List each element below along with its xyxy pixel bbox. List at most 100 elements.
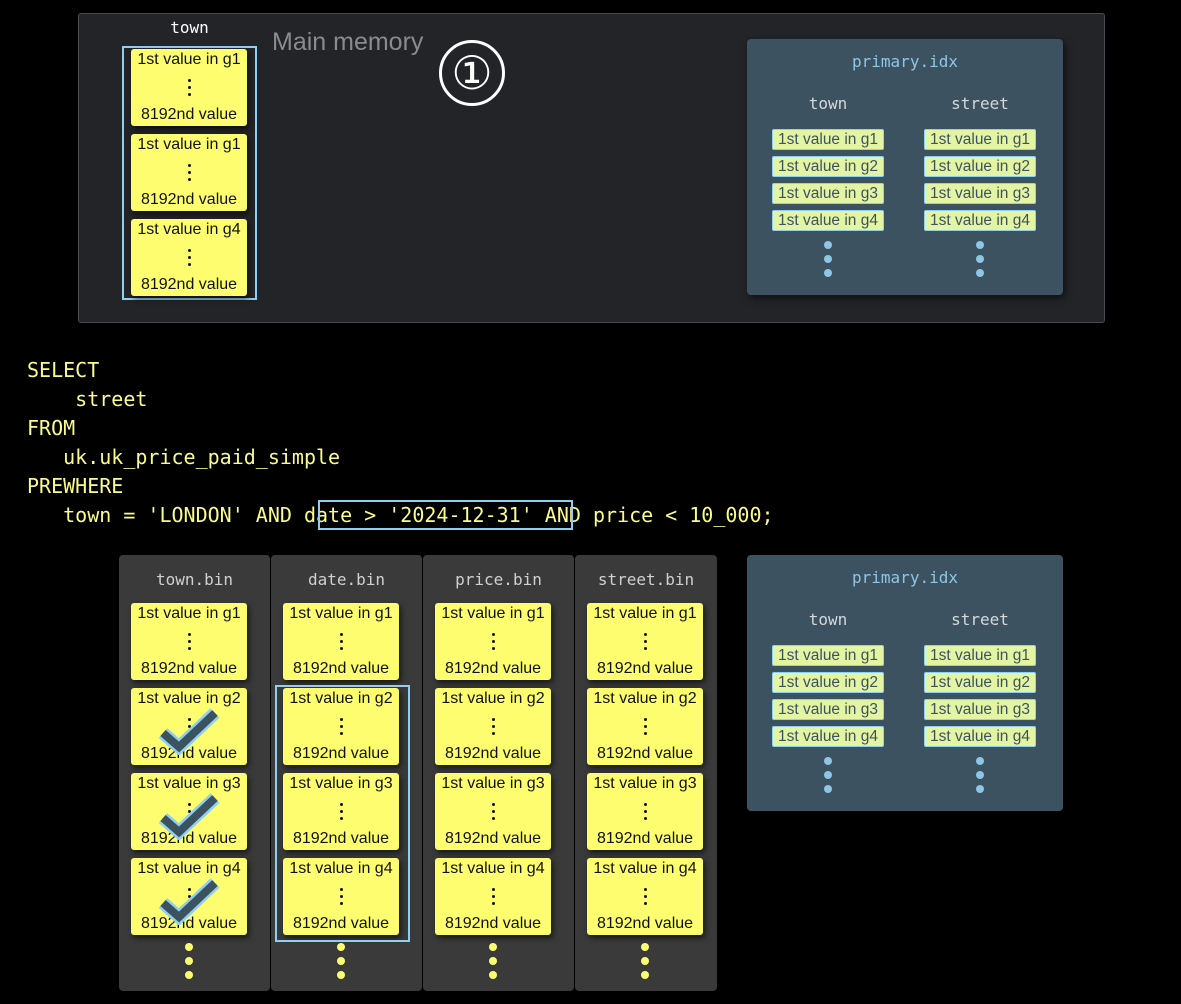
index-entry: 1st value in g2	[772, 156, 884, 177]
granule-card: 1st value in g1 8192nd value	[131, 603, 247, 680]
granule-first-value: 1st value in g3	[593, 775, 697, 792]
granule-card: 1st value in g1 8192nd value	[131, 49, 247, 126]
ellipsis-dot	[337, 971, 345, 979]
column-file: date.bin 1st value in g1 8192nd value 1st v…	[271, 555, 422, 991]
ellipsis-dot	[188, 647, 191, 650]
ellipsis-dot	[337, 957, 345, 965]
granule-last-value: 8192nd value	[140, 106, 238, 123]
granule-card: 1st value in g1 8192nd value	[587, 603, 703, 680]
primary-index-disk: primary.idx town 1st value in g1 1st value …	[747, 555, 1063, 811]
index-entry: 1st value in g4	[772, 726, 884, 747]
ellipsis-dot	[492, 633, 495, 636]
file-name: street.bin	[597, 570, 695, 589]
index-entry: 1st value in g1	[772, 129, 884, 150]
step-marker: ①	[439, 40, 505, 106]
granule-last-value: 8192nd value	[292, 830, 390, 847]
ellipsis-dot	[188, 79, 191, 82]
memory-selection-box	[122, 46, 257, 300]
ellipsis-dot	[188, 164, 191, 167]
index-entry: 1st value in g1	[924, 129, 1036, 150]
ellipsis-dot	[340, 725, 343, 728]
ellipsis-dot	[644, 810, 647, 813]
sql-line: SELECT	[27, 358, 100, 382]
ellipsis-dot	[492, 732, 495, 735]
ellipsis-dot	[340, 718, 343, 721]
granule-last-value: 8192nd value	[140, 276, 238, 293]
granule-last-value: 8192nd value	[444, 830, 542, 847]
ellipsis-dot	[492, 647, 495, 650]
predicate-highlight-box	[318, 500, 573, 530]
ellipsis-dot	[644, 647, 647, 650]
ellipsis-dot	[188, 249, 191, 252]
granule-last-value: 8192nd value	[292, 915, 390, 932]
ellipsis-dot	[644, 817, 647, 820]
ellipsis-dot	[188, 93, 191, 96]
index-entry: 1st value in g4	[924, 210, 1036, 231]
file-name: price.bin	[455, 570, 542, 589]
index-entry: 1st value in g3	[924, 699, 1036, 720]
granule-first-value: 1st value in g1	[137, 605, 241, 622]
ellipsis-dot	[824, 785, 832, 793]
ellipsis-dot	[188, 256, 191, 259]
granule-card: 1st value in g1 8192nd value	[283, 603, 399, 680]
granule-card: 1st value in g2 8192nd value	[131, 688, 247, 765]
ellipsis-dot	[492, 725, 495, 728]
granule-card: 1st value in g3 8192nd value	[587, 773, 703, 850]
granule-last-value: 8192nd value	[596, 660, 694, 677]
index-column-header: street	[951, 94, 1009, 113]
ellipsis-dot	[188, 263, 191, 266]
index-title: primary.idx	[852, 52, 958, 71]
ellipsis-dot	[188, 725, 191, 728]
ellipsis-dot	[185, 971, 193, 979]
ellipsis-dot	[489, 957, 497, 965]
file-name: town.bin	[155, 570, 234, 589]
granule-card: 1st value in g4 8192nd value	[587, 858, 703, 935]
sql-line: FROM	[27, 416, 76, 440]
index-entry: 1st value in g3	[772, 699, 884, 720]
ellipsis-dot	[340, 633, 343, 636]
granule-card: 1st value in g1 8192nd value	[131, 134, 247, 211]
ellipsis-dot	[188, 171, 191, 174]
granule-last-value: 8192nd value	[292, 660, 390, 677]
ellipsis-dot	[824, 757, 832, 765]
sql-where-pre: town = 'LONDON' AND	[27, 503, 304, 527]
ellipsis-dot	[188, 888, 191, 891]
ellipsis-dot	[824, 269, 832, 277]
ellipsis-dot	[492, 895, 495, 898]
index-column-header: town	[808, 610, 848, 629]
index-column-header: street	[951, 610, 1009, 629]
column-file: street.bin 1st value in g1 8192nd value 1st…	[575, 555, 717, 991]
granule-first-value: 1st value in g1	[593, 605, 697, 622]
granule-last-value: 8192nd value	[596, 830, 694, 847]
granule-card: 1st value in g2 8192nd value	[587, 688, 703, 765]
granule-last-value: 8192nd value	[596, 915, 694, 932]
ellipsis-dot	[644, 895, 647, 898]
granule-last-value: 8192nd value	[140, 660, 238, 677]
granule-card: 1st value in g3 8192nd value	[283, 773, 399, 850]
granule-last-value: 8192nd value	[140, 191, 238, 208]
granule-first-value: 1st value in g4	[441, 860, 545, 877]
ellipsis-dot	[492, 817, 495, 820]
granule-first-value: 1st value in g1	[137, 51, 241, 68]
column-file: price.bin 1st value in g1 8192nd value 1st …	[423, 555, 574, 991]
granule-card: 1st value in g4 8192nd value	[283, 858, 399, 935]
ellipsis-dot	[976, 269, 984, 277]
checkmark-icon	[158, 708, 220, 755]
sql-query: SELECT street FROM uk.uk_price_paid_simp…	[27, 356, 774, 530]
granule-first-value: 1st value in g2	[441, 690, 545, 707]
granule-first-value: 1st value in g1	[289, 605, 393, 622]
index-entry: 1st value in g4	[924, 726, 1036, 747]
granule-first-value: 1st value in g3	[137, 775, 241, 792]
ellipsis-dot	[188, 895, 191, 898]
ellipsis-dot	[644, 633, 647, 636]
granule-first-value: 1st value in g4	[137, 860, 241, 877]
granule-card: 1st value in g4 8192nd value	[131, 219, 247, 296]
granule-last-value: 8192nd value	[292, 745, 390, 762]
ellipsis-dot	[340, 895, 343, 898]
ellipsis-dot	[185, 943, 193, 951]
primary-index-memory: primary.idx town 1st value in g1 1st value …	[747, 39, 1063, 295]
index-entry: 1st value in g4	[772, 210, 884, 231]
index-entry: 1st value in g2	[924, 156, 1036, 177]
granule-last-value: 8192nd value	[140, 915, 238, 932]
index-entry: 1st value in g1	[924, 645, 1036, 666]
